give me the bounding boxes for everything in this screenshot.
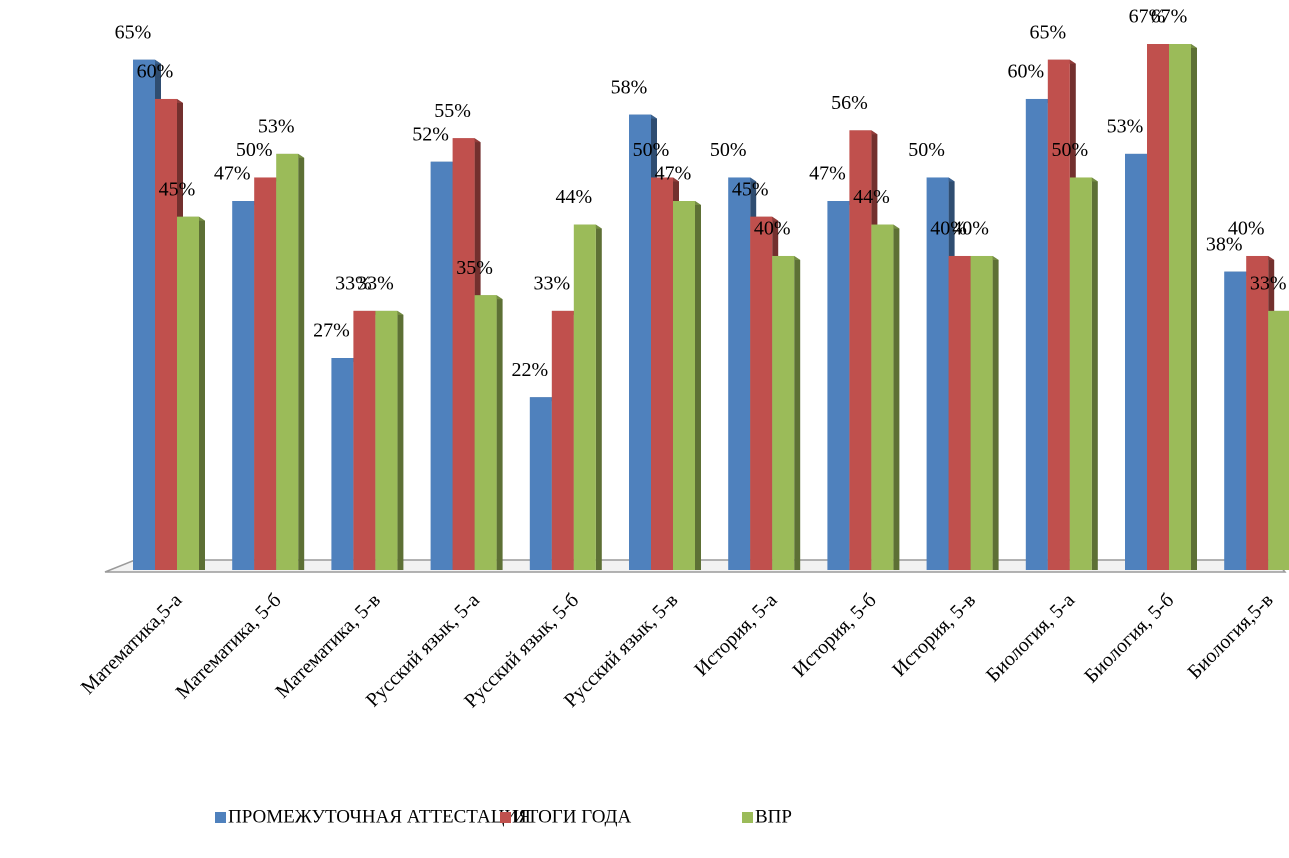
bar xyxy=(430,161,453,570)
bar xyxy=(926,177,949,570)
x-tick-label: История, 5-а xyxy=(690,589,781,680)
data-label: 40% xyxy=(754,218,791,240)
data-label: 65% xyxy=(1029,21,1066,43)
bar xyxy=(629,114,651,571)
legend-label: ИТОГИ ГОДА xyxy=(513,806,632,827)
data-label: 65% xyxy=(115,21,152,43)
bar xyxy=(772,255,795,570)
x-tick-label: История, 5-б xyxy=(788,589,880,681)
bar xyxy=(849,130,872,570)
bar-side xyxy=(1091,177,1098,570)
bar xyxy=(331,358,354,570)
data-label: 53% xyxy=(1107,116,1144,138)
bar xyxy=(529,397,552,570)
bar-side xyxy=(695,201,701,570)
bar xyxy=(750,216,773,570)
bar xyxy=(177,216,199,570)
bar xyxy=(1224,271,1247,570)
data-label: 40% xyxy=(1228,218,1265,240)
x-tick-label: Математика, 5-в xyxy=(271,589,384,702)
bar xyxy=(276,153,299,570)
data-label: 50% xyxy=(710,139,747,161)
data-label: 50% xyxy=(1051,139,1088,161)
bar xyxy=(1047,59,1070,571)
data-label: 52% xyxy=(412,123,449,145)
legend-swatch xyxy=(215,812,226,823)
bar xyxy=(254,177,277,570)
data-label: 56% xyxy=(831,92,868,114)
data-label: 35% xyxy=(456,257,493,279)
legend-swatch xyxy=(742,812,753,823)
data-label: 53% xyxy=(258,116,295,138)
data-label: 33% xyxy=(357,273,394,295)
bar xyxy=(1246,255,1269,570)
data-label: 47% xyxy=(655,163,692,185)
bar xyxy=(353,310,376,570)
bar xyxy=(474,295,497,570)
data-label: 50% xyxy=(633,139,670,161)
bar xyxy=(728,177,751,570)
bar xyxy=(452,138,475,570)
bar xyxy=(871,224,894,570)
bar xyxy=(155,98,177,570)
bar xyxy=(1125,153,1147,570)
bar-side xyxy=(298,153,305,570)
data-label: 45% xyxy=(159,178,196,200)
bar xyxy=(1069,177,1092,570)
data-label: 60% xyxy=(1007,61,1044,83)
data-label: 67% xyxy=(1151,6,1188,28)
data-label: 33% xyxy=(1250,273,1287,295)
data-label: 55% xyxy=(434,100,471,122)
x-tick-label: Математика, 5-б xyxy=(172,589,286,703)
data-label: 50% xyxy=(908,139,945,161)
legend-swatch xyxy=(500,812,511,823)
bar xyxy=(573,224,596,570)
bar xyxy=(551,310,574,570)
data-label: 58% xyxy=(611,76,648,98)
bar xyxy=(232,201,255,570)
data-label: 22% xyxy=(511,359,548,381)
x-tick-label: Биология,5-в xyxy=(1183,589,1277,683)
data-label: 27% xyxy=(313,320,350,342)
data-label: 33% xyxy=(533,273,570,295)
bar-side xyxy=(893,224,900,570)
data-label: 47% xyxy=(809,163,846,185)
bar-side xyxy=(1191,44,1197,570)
bar xyxy=(1147,44,1169,570)
legend-label: ВПР xyxy=(755,806,792,827)
bar xyxy=(1169,44,1191,570)
bar-side xyxy=(496,295,503,570)
data-label: 44% xyxy=(555,186,592,208)
bar xyxy=(375,310,398,570)
bar xyxy=(970,255,993,570)
bar xyxy=(673,201,695,570)
data-label: 60% xyxy=(137,61,174,83)
bar-side xyxy=(794,255,801,570)
data-label: 45% xyxy=(732,178,769,200)
data-label: 44% xyxy=(853,186,890,208)
bar xyxy=(1025,98,1048,570)
bar xyxy=(651,177,673,570)
data-label: 50% xyxy=(236,139,273,161)
data-label: 40% xyxy=(930,218,967,240)
bar xyxy=(827,201,850,570)
data-label: 67% xyxy=(1129,6,1166,28)
x-tick-label: Математика,5-а xyxy=(77,589,187,699)
bar-side xyxy=(199,216,205,570)
bar-side xyxy=(595,224,602,570)
x-tick-label: Биология, 5-а xyxy=(982,589,1079,686)
bar-side xyxy=(992,255,999,570)
data-label: 38% xyxy=(1206,233,1243,255)
bar xyxy=(948,255,971,570)
bar xyxy=(133,59,155,571)
x-tick-label: Биология, 5-б xyxy=(1080,589,1178,687)
bar-side xyxy=(397,310,404,570)
data-label: 33% xyxy=(335,273,372,295)
x-tick-label: История, 5-в xyxy=(888,589,980,681)
data-label: 40% xyxy=(952,218,989,240)
legend-label: ПРОМЕЖУТОЧНАЯ АТТЕСТАЦИЯ xyxy=(228,806,531,827)
bar xyxy=(1268,310,1289,570)
data-label: 47% xyxy=(214,163,251,185)
